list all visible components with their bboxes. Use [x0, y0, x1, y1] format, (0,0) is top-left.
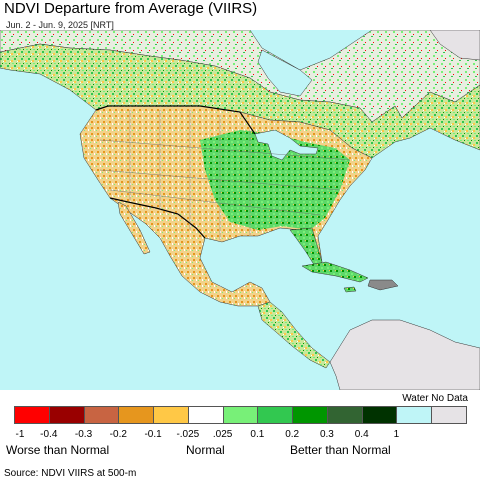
map-canvas [0, 30, 480, 390]
legend-swatch-01-to-02 [257, 406, 294, 424]
legend-swatch-neg-04-to-neg-03 [48, 406, 85, 424]
south-america [329, 319, 480, 390]
legend-swatch-water [396, 406, 433, 424]
us-mexico-border [109, 197, 206, 239]
legend-swatch-normal [187, 406, 224, 424]
legend-tick: -1 [15, 429, 25, 440]
baja-california [117, 201, 151, 255]
better-than-normal-label: Better than Normal [290, 443, 391, 457]
legend-tick: 0.4 [354, 429, 369, 440]
legend-tick: -0.1 [144, 429, 162, 440]
legend-tick: 0.3 [319, 429, 334, 440]
legend-tick: -0.4 [40, 429, 58, 440]
ndvi-map [0, 30, 480, 390]
legend-tick: 1 [393, 429, 400, 440]
legend-swatch-neg-03-to-neg-02 [83, 406, 120, 424]
hispaniola [367, 279, 399, 291]
legend-swatch-no-data [431, 406, 467, 424]
water-no-data-label: Water No Data [402, 393, 468, 404]
jamaica [343, 286, 357, 293]
legend-tick: -0.3 [74, 429, 93, 440]
hudson-bay [257, 49, 313, 97]
legend-tick: 0.1 [250, 429, 265, 440]
color-legend [14, 406, 467, 428]
legend-swatch-0025-to-01 [222, 406, 259, 424]
legend-tick: 0.2 [285, 429, 300, 440]
greenland [429, 30, 480, 61]
admin-lines [99, 110, 351, 240]
legend-swatch-neg-01-to-neg-0025 [153, 406, 189, 424]
legend-swatch-03-to-04 [326, 406, 363, 424]
legend-swatch-02-to-03 [292, 406, 328, 424]
normal-label: Normal [186, 443, 225, 457]
legend-tick: .025 [212, 429, 233, 440]
source-note: Source: NDVI VIIRS at 500-m [4, 468, 137, 479]
date-range: Jun. 2 - Jun. 9, 2025 [NRT] [6, 20, 114, 30]
legend-tick: -.025 [176, 429, 200, 440]
great-lakes [254, 129, 319, 161]
central-america [257, 301, 331, 369]
legend-swatch-gt-04 [361, 406, 398, 424]
legend-swatch-lt-neg-04 [14, 406, 50, 424]
legend-tick: -0.2 [109, 429, 127, 440]
worse-than-normal-label: Worse than Normal [6, 443, 110, 457]
canada-us-border [95, 105, 256, 135]
cuba [301, 261, 369, 283]
legend-swatch-neg-02-to-neg-01 [118, 406, 155, 424]
map-title: NDVI Departure from Average (VIIRS) [4, 0, 258, 17]
